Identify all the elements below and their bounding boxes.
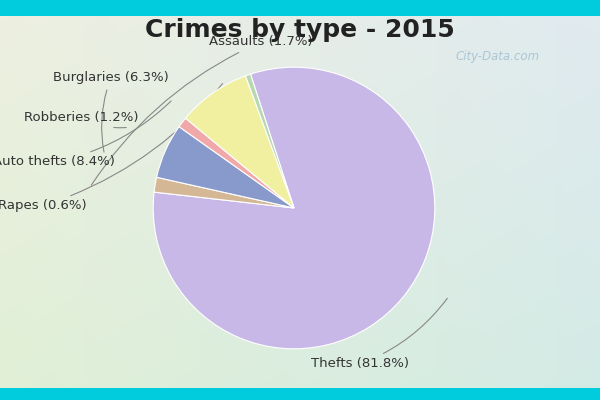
Wedge shape [157, 127, 294, 208]
Text: Crimes by type - 2015: Crimes by type - 2015 [145, 18, 455, 42]
Wedge shape [153, 67, 435, 349]
Text: Thefts (81.8%): Thefts (81.8%) [311, 298, 448, 370]
Text: Auto thefts (8.4%): Auto thefts (8.4%) [0, 101, 171, 168]
Text: Robberies (1.2%): Robberies (1.2%) [24, 112, 138, 128]
Wedge shape [179, 118, 294, 208]
Wedge shape [185, 76, 294, 208]
Text: Burglaries (6.3%): Burglaries (6.3%) [53, 72, 169, 152]
Wedge shape [245, 74, 294, 208]
Text: City-Data.com: City-Data.com [456, 50, 540, 63]
Text: Assaults (1.7%): Assaults (1.7%) [91, 36, 313, 185]
Text: Rapes (0.6%): Rapes (0.6%) [0, 84, 223, 212]
Wedge shape [154, 177, 294, 208]
